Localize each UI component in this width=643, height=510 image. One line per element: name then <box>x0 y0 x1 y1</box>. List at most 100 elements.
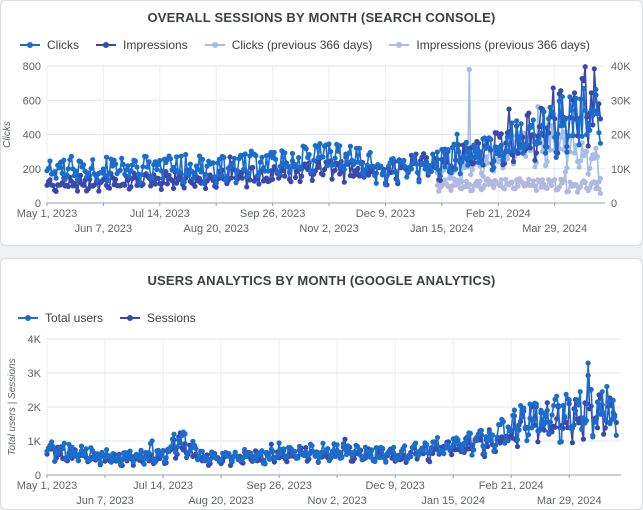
data-point[interactable] <box>187 161 193 167</box>
data-point[interactable] <box>126 174 132 180</box>
legend-item-total-users[interactable]: Total users <box>17 311 103 325</box>
data-point[interactable] <box>430 151 436 157</box>
data-point[interactable] <box>356 447 362 453</box>
data-point[interactable] <box>434 149 440 155</box>
data-point[interactable] <box>218 173 224 179</box>
data-point[interactable] <box>602 425 608 431</box>
data-point[interactable] <box>297 178 303 185</box>
data-point[interactable] <box>544 400 550 406</box>
data-point[interactable] <box>605 398 612 404</box>
data-point[interactable] <box>83 446 89 452</box>
data-point[interactable] <box>367 454 373 460</box>
data-point[interactable] <box>416 179 422 185</box>
data-point[interactable] <box>276 440 282 446</box>
data-point[interactable] <box>145 164 151 170</box>
data-point[interactable] <box>152 181 158 187</box>
data-point[interactable] <box>180 447 186 453</box>
data-point[interactable] <box>158 168 164 174</box>
data-point[interactable] <box>553 154 559 160</box>
data-point[interactable] <box>117 167 123 173</box>
data-point[interactable] <box>601 431 607 437</box>
data-point[interactable] <box>404 174 410 180</box>
data-point[interactable] <box>344 159 350 165</box>
data-point[interactable] <box>509 120 515 126</box>
data-point[interactable] <box>468 172 474 178</box>
data-point[interactable] <box>69 444 75 450</box>
data-point[interactable] <box>547 104 553 110</box>
data-point[interactable] <box>462 155 468 161</box>
data-point[interactable] <box>45 165 52 171</box>
data-point[interactable] <box>119 155 125 161</box>
data-point[interactable] <box>402 164 408 170</box>
data-point[interactable] <box>578 158 584 164</box>
data-point[interactable] <box>491 448 497 454</box>
data-point[interactable] <box>454 131 460 137</box>
data-point[interactable] <box>533 150 540 156</box>
data-point[interactable] <box>559 94 565 100</box>
data-point[interactable] <box>73 168 79 174</box>
data-point[interactable] <box>56 165 62 171</box>
data-point[interactable] <box>259 448 265 454</box>
data-point[interactable] <box>295 455 301 461</box>
data-point[interactable] <box>469 167 475 173</box>
data-point[interactable] <box>562 116 569 122</box>
data-point[interactable] <box>116 453 122 459</box>
data-point[interactable] <box>584 131 590 138</box>
data-point[interactable] <box>320 440 326 446</box>
data-point[interactable] <box>516 427 522 433</box>
data-point[interactable] <box>321 166 328 173</box>
data-point[interactable] <box>96 188 102 194</box>
data-point[interactable] <box>591 66 597 72</box>
data-point[interactable] <box>590 112 596 118</box>
data-point[interactable] <box>125 163 131 169</box>
data-point[interactable] <box>239 175 245 181</box>
data-point[interactable] <box>530 416 536 422</box>
data-point[interactable] <box>155 161 161 167</box>
data-point[interactable] <box>459 178 465 184</box>
data-point[interactable] <box>341 166 347 173</box>
data-point[interactable] <box>230 160 236 166</box>
data-point[interactable] <box>122 171 128 177</box>
data-point[interactable] <box>358 161 364 167</box>
data-point[interactable] <box>571 150 578 156</box>
data-point[interactable] <box>227 154 233 160</box>
data-point[interactable] <box>441 451 447 457</box>
data-point[interactable] <box>296 155 302 161</box>
data-point[interactable] <box>504 156 510 162</box>
data-point[interactable] <box>77 159 84 165</box>
data-point[interactable] <box>244 184 250 190</box>
data-point[interactable] <box>475 140 482 146</box>
data-point[interactable] <box>113 176 119 182</box>
data-point[interactable] <box>373 445 379 451</box>
data-point[interactable] <box>265 168 271 174</box>
data-point[interactable] <box>563 391 569 397</box>
data-point[interactable] <box>558 439 565 445</box>
data-point[interactable] <box>445 147 451 153</box>
data-point[interactable] <box>164 181 170 187</box>
data-point[interactable] <box>256 170 262 176</box>
data-point[interactable] <box>369 447 375 453</box>
data-point[interactable] <box>597 140 604 146</box>
data-point[interactable] <box>370 163 376 169</box>
data-point[interactable] <box>577 389 583 395</box>
data-point[interactable] <box>424 155 430 161</box>
data-point[interactable] <box>402 443 408 449</box>
data-point[interactable] <box>160 447 166 454</box>
data-point[interactable] <box>550 85 556 91</box>
data-point[interactable] <box>536 140 543 146</box>
data-point[interactable] <box>118 461 124 467</box>
data-point[interactable] <box>482 451 488 457</box>
data-point[interactable] <box>141 461 147 467</box>
legend-item-impressions-previous[interactable]: Impressions (previous 366 days) <box>388 38 590 52</box>
data-point[interactable] <box>242 151 248 157</box>
data-point[interactable] <box>366 172 372 178</box>
data-point[interactable] <box>391 444 397 450</box>
data-point[interactable] <box>452 440 458 446</box>
data-point[interactable] <box>524 142 530 148</box>
data-point[interactable] <box>480 443 486 449</box>
data-point[interactable] <box>190 438 196 444</box>
data-point[interactable] <box>282 173 288 179</box>
data-point[interactable] <box>192 170 198 176</box>
data-point[interactable] <box>320 172 326 178</box>
data-point[interactable] <box>228 175 235 181</box>
